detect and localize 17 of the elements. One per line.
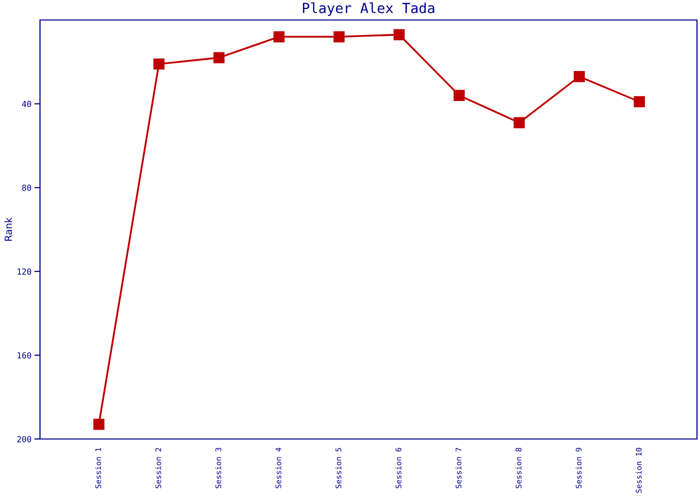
chart-title: Player Alex Tada: [302, 2, 434, 16]
point: [634, 96, 645, 108]
y-axis-title: Rank: [4, 217, 12, 241]
point: [454, 90, 465, 101]
y-tick-label: 80: [22, 184, 32, 191]
y-tick-label: 160: [18, 352, 32, 359]
point: [514, 117, 525, 128]
point: [394, 29, 405, 40]
point: [93, 418, 104, 430]
y-tick-label: 40: [22, 100, 32, 108]
point: [334, 31, 345, 42]
point: [153, 58, 164, 70]
y-tick-label: 200: [17, 436, 32, 442]
point: [273, 31, 285, 42]
y-tick-label: 120: [18, 268, 32, 275]
point: [574, 71, 585, 82]
point: [213, 52, 225, 64]
